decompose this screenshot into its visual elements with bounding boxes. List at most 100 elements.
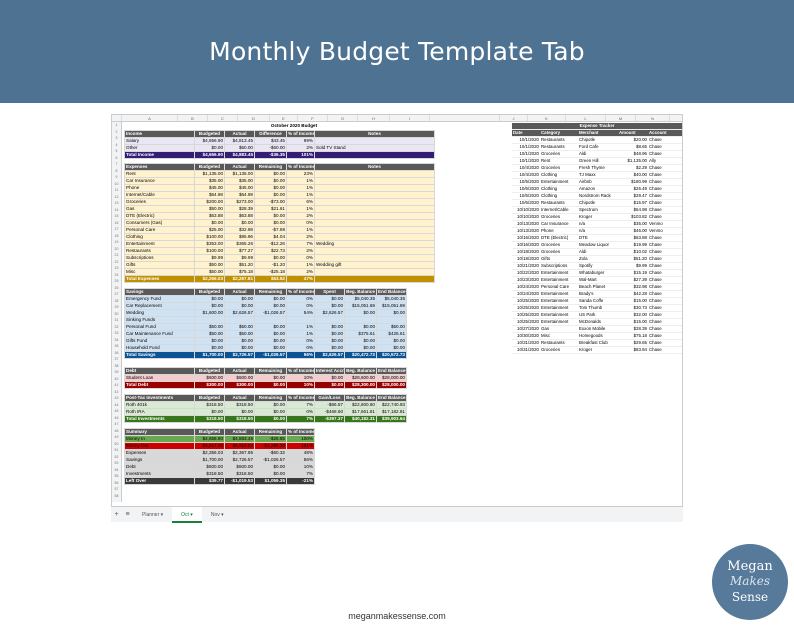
table-cell[interactable]: 1%: [286, 261, 315, 269]
savings-table[interactable]: Savings Budgeted Actual Remaining% of Incom…: [124, 288, 407, 359]
table-cell[interactable]: [314, 268, 435, 276]
row-number[interactable]: 23: [114, 266, 119, 270]
tracker-cell[interactable]: Airbnb: [578, 178, 618, 186]
tracker-cell[interactable]: 10/13/2020: [512, 220, 540, 228]
table-cell[interactable]: $1,059.35: [254, 477, 287, 485]
tracker-cell[interactable]: $15.97: [618, 199, 648, 207]
table-cell[interactable]: $5,040.35: [344, 295, 377, 303]
table-cell[interactable]: [314, 226, 435, 234]
table-cell[interactable]: $1,600.00: [194, 309, 225, 317]
table-cell[interactable]: $4,656.90: [194, 151, 225, 159]
tracker-cell[interactable]: Venmo: [648, 227, 682, 235]
table-cell[interactable]: Total Investments: [124, 415, 195, 423]
tracker-cell[interactable]: Chase: [648, 136, 682, 144]
table-cell[interactable]: Personal Care: [124, 226, 195, 234]
tracker-cell[interactable]: 10/1/2020: [512, 157, 540, 165]
table-cell[interactable]: -$36.35: [254, 151, 287, 159]
summary-table[interactable]: Summary Budgeted Actual Remaining% of Incom…: [124, 428, 315, 485]
row-number[interactable]: 3: [115, 136, 118, 140]
table-cell[interactable]: Difference: [254, 130, 287, 138]
table-cell[interactable]: $0.00: [254, 401, 287, 409]
table-cell[interactable]: 100%: [286, 435, 315, 443]
table-cell[interactable]: [314, 205, 435, 213]
table-cell[interactable]: [314, 212, 435, 220]
row-number[interactable]: 5: [115, 149, 118, 153]
tracker-cell[interactable]: 10/25/2020: [512, 318, 540, 326]
table-cell[interactable]: $0.00: [344, 323, 377, 331]
tracker-cell[interactable]: $51.20: [618, 255, 648, 263]
tracker-cell[interactable]: $15.19: [618, 269, 648, 277]
table-cell[interactable]: -$26.55: [254, 435, 287, 443]
tracker-cell[interactable]: Rent: [540, 157, 578, 165]
row-number[interactable]: 18: [114, 233, 119, 238]
tracker-cell[interactable]: $48.96: [618, 150, 648, 158]
table-cell[interactable]: $0.00: [224, 408, 255, 416]
tracker-cell[interactable]: 10/6/2020: [512, 185, 540, 193]
table-cell[interactable]: $0.00: [376, 344, 407, 352]
table-cell[interactable]: [314, 151, 435, 159]
table-cell[interactable]: 99%: [286, 137, 315, 145]
table-cell[interactable]: $39,903.64: [376, 415, 407, 423]
table-cell[interactable]: Money Out: [124, 442, 195, 450]
tracker-cell[interactable]: Green Hill: [578, 157, 618, 165]
table-cell[interactable]: [314, 191, 435, 199]
table-cell[interactable]: $0.00: [224, 219, 255, 227]
tracker-cell[interactable]: Groceries: [540, 150, 578, 158]
table-cell[interactable]: $50.00: [194, 205, 225, 213]
row-number[interactable]: 38: [114, 363, 119, 368]
tracker-cell[interactable]: Groceries: [540, 248, 578, 256]
table-cell[interactable]: $0.00: [314, 344, 345, 352]
tracker-cell[interactable]: Restaurants: [540, 136, 578, 144]
table-cell[interactable]: $318.50: [194, 470, 225, 478]
tracker-cell[interactable]: Clothing: [540, 171, 578, 179]
tracker-cell[interactable]: US Park: [578, 311, 618, 319]
table-cell[interactable]: -$73.00: [254, 198, 287, 206]
table-cell[interactable]: $0.00: [254, 219, 287, 227]
row-number[interactable]: 14: [114, 207, 119, 212]
table-cell[interactable]: [314, 137, 435, 145]
row-number[interactable]: 25: [114, 279, 119, 283]
table-cell[interactable]: 7%: [286, 240, 315, 248]
table-cell[interactable]: 7%: [286, 401, 315, 409]
table-cell[interactable]: 7%: [286, 415, 315, 423]
tracker-cell[interactable]: Aldi: [578, 248, 618, 256]
tracker-cell[interactable]: Chase: [648, 325, 682, 333]
table-cell[interactable]: Actual: [224, 367, 255, 375]
tracker-cell[interactable]: Misc: [540, 332, 578, 340]
table-cell[interactable]: 23%: [286, 170, 315, 178]
table-cell[interactable]: $0.00: [254, 302, 287, 310]
tracker-cell[interactable]: Chase: [648, 143, 682, 151]
tracker-cell[interactable]: $40.00: [618, 171, 648, 179]
table-cell[interactable]: $50.00: [194, 268, 225, 276]
tracker-cell[interactable]: $2.29: [618, 164, 648, 172]
table-cell[interactable]: $300.00: [194, 381, 225, 389]
table-cell[interactable]: $0.00: [254, 191, 287, 199]
row-number[interactable]: 51: [114, 448, 119, 452]
table-cell[interactable]: -$1.20: [254, 261, 287, 269]
table-cell[interactable]: Notes: [314, 163, 435, 171]
table-cell[interactable]: $0.00: [194, 144, 225, 152]
tracker-cell[interactable]: Internet/Cable: [540, 206, 578, 214]
table-cell[interactable]: 2%: [286, 233, 315, 241]
tracker-cell[interactable]: Fresh Thyme: [578, 164, 618, 172]
tracker-cell[interactable]: Chase: [648, 213, 682, 221]
row-number[interactable]: 50: [114, 441, 119, 446]
table-cell[interactable]: $2,626.57: [314, 351, 345, 359]
table-cell[interactable]: $43.45: [254, 137, 287, 145]
table-cell[interactable]: Total Debt: [124, 381, 195, 389]
tracker-cell[interactable]: 10/27/2020: [512, 325, 540, 333]
row-number[interactable]: 10: [114, 181, 119, 186]
tracker-cell[interactable]: Tom Thumb: [578, 304, 618, 312]
tracker-cell[interactable]: 10/18/2020: [512, 255, 540, 263]
tracker-cell[interactable]: Groceries: [540, 241, 578, 249]
table-cell[interactable]: Restaurants: [124, 247, 195, 255]
table-cell[interactable]: $0.00: [224, 344, 255, 352]
tracker-cell[interactable]: Beach Planet: [578, 283, 618, 291]
tracker-cell[interactable]: 10/25/2020: [512, 297, 540, 305]
table-cell[interactable]: $17,182.81: [376, 408, 407, 416]
tracker-cell[interactable]: 10/1/2020: [512, 150, 540, 158]
table-cell[interactable]: $4,813.45: [224, 137, 255, 145]
column-header[interactable]: [430, 115, 500, 121]
tracker-cell[interactable]: McDonalds: [578, 318, 618, 326]
table-cell[interactable]: $0.00: [194, 302, 225, 310]
